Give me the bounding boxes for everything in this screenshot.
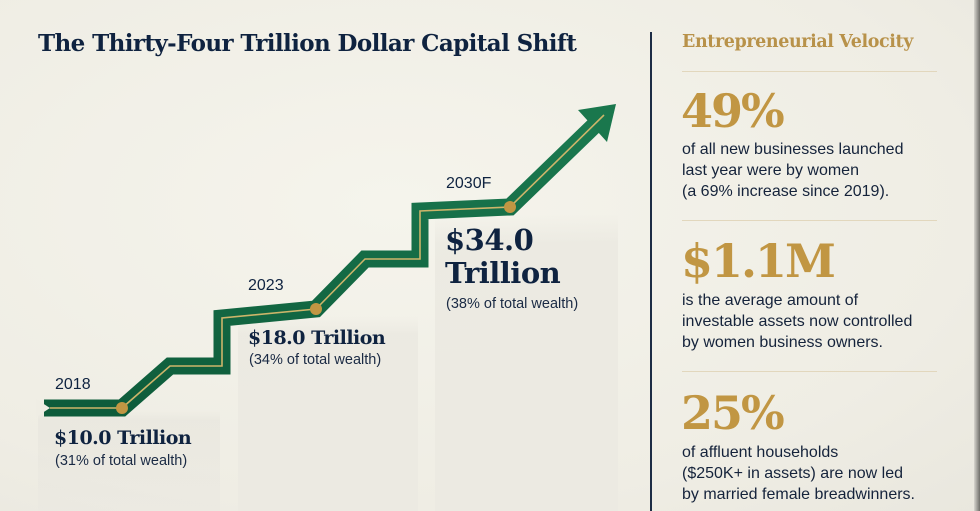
rule-1 [682,71,937,72]
stat-desc-1-line-1: of all new businesses launched [682,141,904,158]
growth-ribbon-arrow [36,104,616,417]
stat-value-1: 49% [681,84,785,138]
stat-desc-2-line-1: is the average amount of [682,292,859,309]
value-2030-line2: Trillion [445,256,561,290]
point-2023-marker [310,303,322,315]
value-2023: $18.0 Trillion [248,327,386,349]
pillar-2030 [435,214,618,511]
year-label-2030f: 2030F [446,175,492,192]
window-edge [974,0,980,511]
rule-2 [682,220,937,221]
share-2023: (34% of total wealth) [249,352,382,368]
stat-desc-3: of affluent households ($250K+ in assets… [682,442,962,505]
page-title: The Thirty-Four Trillion Dollar Capital … [38,30,577,57]
vertical-divider [650,32,652,511]
stat-desc-3-line-2: ($250K+ in assets) are now led [682,465,904,482]
stat-desc-1: of all new businesses launched last year… [682,139,962,202]
year-label-2018: 2018 [55,376,91,393]
stat-desc-2-line-2: investable assets now controlled [682,313,913,330]
stat-desc-3-line-3: by married female breadwinners. [682,486,915,503]
stat-desc-1-line-2: last year were by women [682,162,859,179]
point-2018-marker [116,402,128,414]
stat-value-3: 25% [681,386,785,440]
value-2030-line1: $34.0 [445,223,534,257]
year-label-2023: 2023 [248,277,284,294]
stat-desc-2: is the average amount of investable asse… [682,290,962,353]
stat-desc-2-line-3: by women business owners. [682,334,883,351]
point-2030-marker [504,201,516,213]
value-2018: $10.0 Trillion [54,427,192,449]
pillar-2018 [38,410,220,511]
stat-desc-3-line-1: of affluent households [682,444,839,461]
sidebar-title: Entrepreneurial Velocity [682,32,913,52]
rule-3 [682,371,937,372]
pillar-2023 [238,316,418,511]
stat-desc-1-line-3: (a 69% increase since 2019). [682,183,890,200]
stat-value-2: $1.1M [681,234,836,288]
share-2018: (31% of total wealth) [55,453,188,469]
share-2030: (38% of total wealth) [446,296,579,312]
